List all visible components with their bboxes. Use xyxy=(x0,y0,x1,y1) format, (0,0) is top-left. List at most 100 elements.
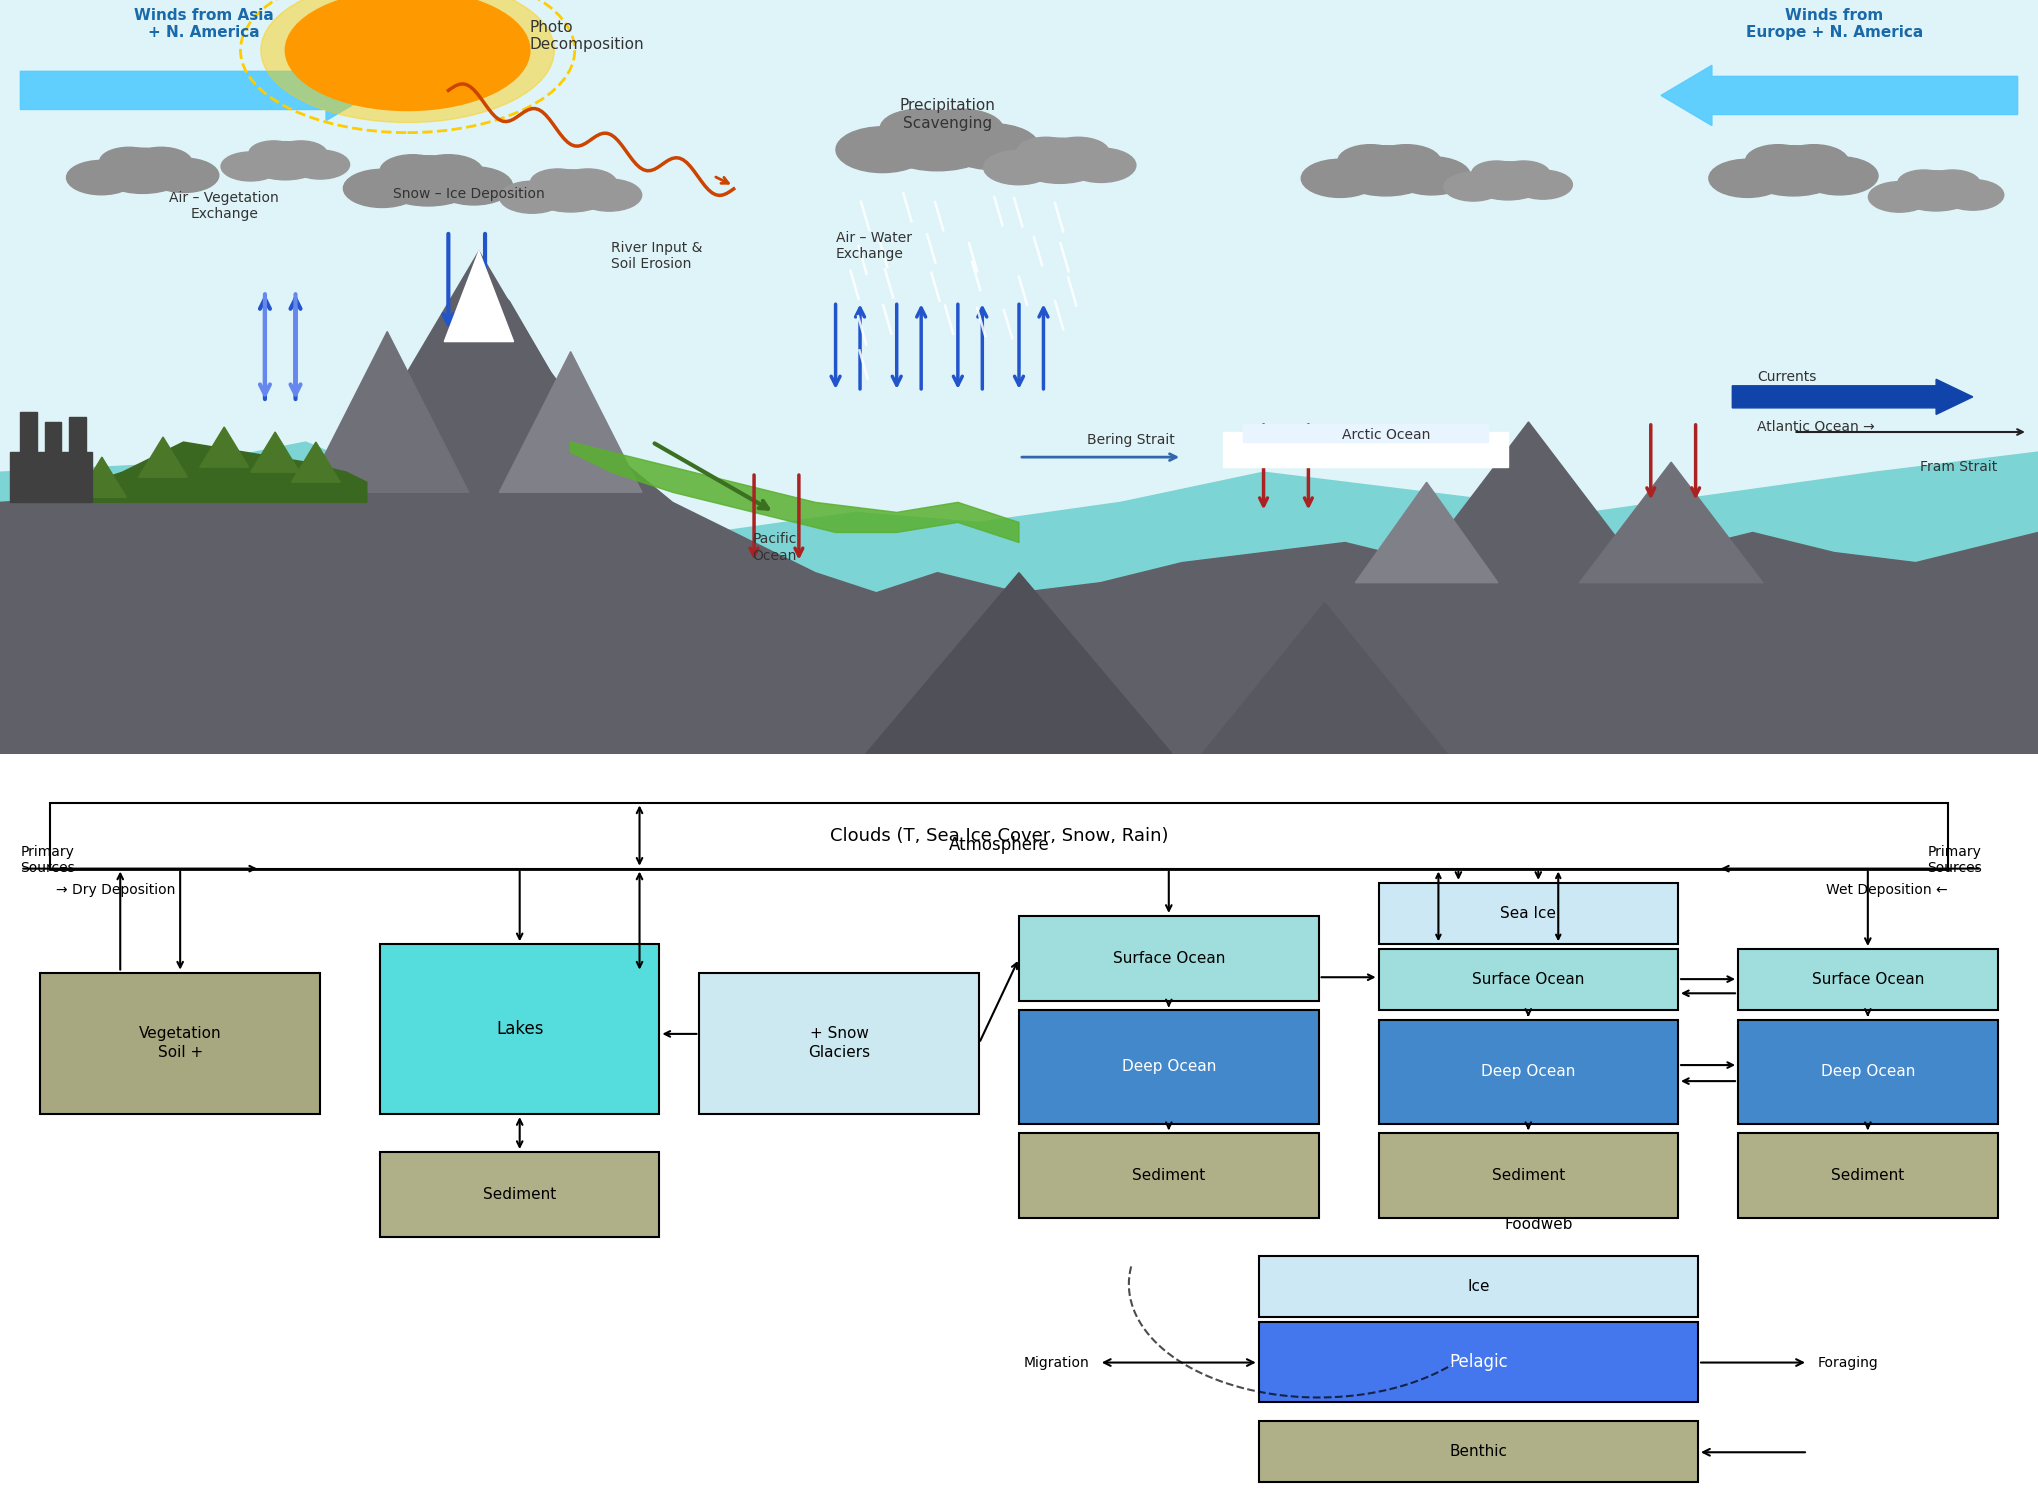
Circle shape xyxy=(921,110,1003,151)
Bar xyxy=(69,417,86,452)
FancyArrow shape xyxy=(20,60,377,121)
Text: Ice: Ice xyxy=(1467,1279,1490,1295)
Text: River Input &
Soil Erosion: River Input & Soil Erosion xyxy=(611,241,703,271)
Polygon shape xyxy=(291,442,340,482)
Bar xyxy=(1019,1010,1319,1124)
Text: → Dry Deposition: → Dry Deposition xyxy=(57,883,175,897)
Circle shape xyxy=(130,148,192,178)
Polygon shape xyxy=(866,573,1172,754)
Text: Winds from Asia
+ N. America: Winds from Asia + N. America xyxy=(135,8,273,41)
Text: Primary
Sources: Primary Sources xyxy=(1926,845,1981,876)
Bar xyxy=(1378,1133,1677,1218)
Bar xyxy=(1738,1020,1997,1124)
Text: Sea Ice: Sea Ice xyxy=(1500,906,1557,921)
Text: + Snow: + Snow xyxy=(809,1026,868,1041)
Circle shape xyxy=(1337,145,1402,176)
Circle shape xyxy=(1779,145,1848,179)
Circle shape xyxy=(67,160,137,194)
Text: Winds from
Europe + N. America: Winds from Europe + N. America xyxy=(1747,8,1922,41)
Circle shape xyxy=(1897,170,1950,196)
Text: Pelagic: Pelagic xyxy=(1449,1353,1508,1371)
Circle shape xyxy=(946,124,1039,170)
Circle shape xyxy=(261,0,554,122)
Bar xyxy=(699,972,978,1114)
Text: Surface Ocean: Surface Ocean xyxy=(1471,972,1584,987)
Bar xyxy=(1259,1255,1698,1317)
Text: Lakes: Lakes xyxy=(495,1020,544,1038)
Circle shape xyxy=(247,142,324,179)
Polygon shape xyxy=(1202,603,1447,754)
Text: Atmosphere: Atmosphere xyxy=(948,836,1050,854)
Bar xyxy=(1259,1322,1698,1402)
Text: Air – Water
Exchange: Air – Water Exchange xyxy=(836,231,911,261)
Text: Air – Vegetation
Exchange: Air – Vegetation Exchange xyxy=(169,191,279,222)
FancyArrow shape xyxy=(1732,380,1973,414)
Circle shape xyxy=(342,169,420,208)
Polygon shape xyxy=(1579,463,1763,583)
Text: Precipitation
Scavenging: Precipitation Scavenging xyxy=(899,98,997,131)
Text: Arctic Ocean: Arctic Ocean xyxy=(1341,428,1431,442)
Bar xyxy=(1738,1133,1997,1218)
Polygon shape xyxy=(20,442,367,502)
Circle shape xyxy=(1443,172,1502,200)
Bar xyxy=(1738,949,1997,1010)
Circle shape xyxy=(528,170,613,212)
Circle shape xyxy=(1066,148,1135,182)
Circle shape xyxy=(1372,145,1441,179)
Text: Sediment: Sediment xyxy=(1492,1168,1565,1183)
Circle shape xyxy=(414,155,483,188)
FancyArrow shape xyxy=(1661,65,2018,125)
Bar xyxy=(41,972,320,1114)
Circle shape xyxy=(1013,139,1105,184)
Circle shape xyxy=(1335,146,1437,196)
Text: Snow – Ice Deposition: Snow – Ice Deposition xyxy=(393,187,544,200)
Text: Sediment: Sediment xyxy=(483,1188,556,1203)
Text: Wet Deposition ←: Wet Deposition ← xyxy=(1826,883,1948,897)
Text: Surface Ocean: Surface Ocean xyxy=(1113,951,1225,966)
Polygon shape xyxy=(306,332,469,493)
Circle shape xyxy=(149,158,218,193)
Polygon shape xyxy=(1355,482,1498,583)
Bar xyxy=(1019,916,1319,1001)
Circle shape xyxy=(220,152,279,181)
Circle shape xyxy=(377,155,479,206)
Circle shape xyxy=(1708,160,1787,197)
Circle shape xyxy=(876,110,999,170)
Bar xyxy=(51,803,1948,868)
Polygon shape xyxy=(77,457,126,497)
Polygon shape xyxy=(499,351,642,493)
Text: Soil +: Soil + xyxy=(157,1046,204,1061)
Circle shape xyxy=(379,155,444,187)
Text: Foraging: Foraging xyxy=(1818,1356,1879,1370)
Text: Deep Ocean: Deep Ocean xyxy=(1820,1064,1916,1079)
Circle shape xyxy=(1747,145,1812,176)
Circle shape xyxy=(1048,137,1109,167)
Circle shape xyxy=(275,140,328,167)
Polygon shape xyxy=(571,442,1019,543)
Circle shape xyxy=(880,110,958,148)
Circle shape xyxy=(249,140,298,166)
Circle shape xyxy=(100,148,159,176)
Polygon shape xyxy=(139,437,187,478)
Bar xyxy=(379,945,660,1114)
Circle shape xyxy=(96,148,187,193)
Polygon shape xyxy=(444,252,514,342)
Bar xyxy=(20,411,37,452)
Bar xyxy=(10,452,92,502)
Bar xyxy=(1259,1421,1698,1483)
Circle shape xyxy=(1471,161,1520,185)
Circle shape xyxy=(1017,137,1076,166)
Circle shape xyxy=(1895,170,1977,211)
Circle shape xyxy=(1742,146,1844,196)
Circle shape xyxy=(558,169,618,197)
Text: Bering Strait: Bering Strait xyxy=(1086,433,1176,448)
Circle shape xyxy=(984,151,1054,185)
Circle shape xyxy=(436,167,514,205)
Text: Currents: Currents xyxy=(1757,369,1816,384)
Circle shape xyxy=(530,169,585,196)
Bar xyxy=(379,1151,660,1237)
Text: Atlantic Ocean →: Atlantic Ocean → xyxy=(1757,420,1875,434)
Bar xyxy=(1019,1133,1319,1218)
Polygon shape xyxy=(0,442,2038,754)
Bar xyxy=(1378,1020,1677,1124)
